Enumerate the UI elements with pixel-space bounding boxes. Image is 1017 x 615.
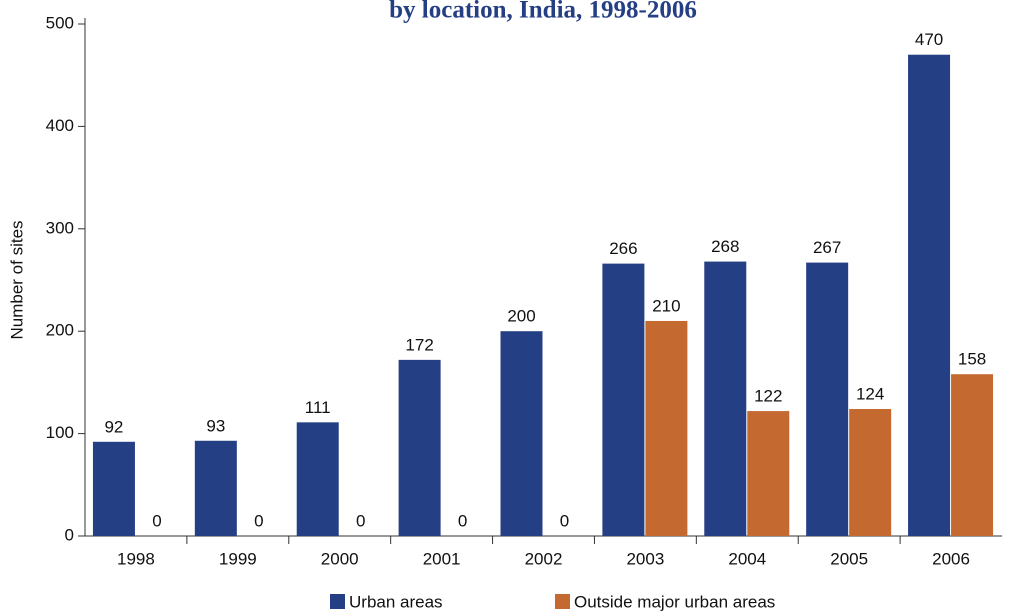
legend-label: Urban areas (349, 592, 443, 611)
legend-swatch (555, 594, 570, 609)
data-label: 93 (206, 416, 225, 435)
data-label: 0 (560, 511, 569, 530)
bar (500, 331, 543, 536)
y-tick-label: 500 (46, 13, 74, 32)
x-tick-label: 2000 (321, 549, 359, 568)
bar (951, 374, 994, 536)
x-tick-label: 2002 (525, 549, 563, 568)
x-tick-label: 2003 (626, 549, 664, 568)
data-label: 111 (305, 398, 331, 417)
bar (908, 54, 951, 536)
data-label: 122 (754, 387, 782, 406)
bar (194, 440, 237, 536)
bar (806, 262, 849, 536)
data-label: 92 (104, 417, 123, 436)
bar (747, 411, 790, 536)
bar (704, 261, 747, 536)
x-tick-label: 2006 (932, 549, 970, 568)
bar (645, 320, 688, 536)
x-tick-label: 1999 (219, 549, 257, 568)
y-tick-label: 200 (46, 321, 74, 340)
x-tick-label: 2004 (728, 549, 766, 568)
y-tick-label: 100 (46, 423, 74, 442)
bar (602, 263, 645, 536)
bar (296, 422, 339, 536)
chart-title: by location, India, 1998-2006 (389, 0, 697, 24)
data-label: 200 (507, 307, 535, 326)
bar (849, 409, 892, 536)
data-label: 0 (254, 511, 263, 530)
data-label: 0 (356, 511, 365, 530)
data-label: 210 (652, 296, 680, 315)
bar (398, 359, 441, 536)
data-label: 470 (915, 30, 943, 49)
data-label: 267 (813, 238, 841, 257)
data-label: 268 (711, 237, 739, 256)
bar (92, 441, 135, 536)
x-tick-label: 2001 (423, 549, 461, 568)
data-label: 172 (405, 335, 433, 354)
y-tick-label: 0 (65, 525, 74, 544)
data-label: 0 (458, 511, 467, 530)
data-label: 124 (856, 385, 884, 404)
y-tick-label: 400 (46, 116, 74, 135)
x-tick-label: 2005 (830, 549, 868, 568)
y-axis-label: Number of sites (7, 220, 26, 339)
legend-swatch (330, 594, 345, 609)
y-tick-label: 300 (46, 218, 74, 237)
x-tick-label: 1998 (117, 549, 155, 568)
legend-label: Outside major urban areas (574, 592, 775, 611)
data-label: 158 (958, 350, 986, 369)
data-label: 266 (609, 239, 637, 258)
data-label: 0 (152, 511, 161, 530)
